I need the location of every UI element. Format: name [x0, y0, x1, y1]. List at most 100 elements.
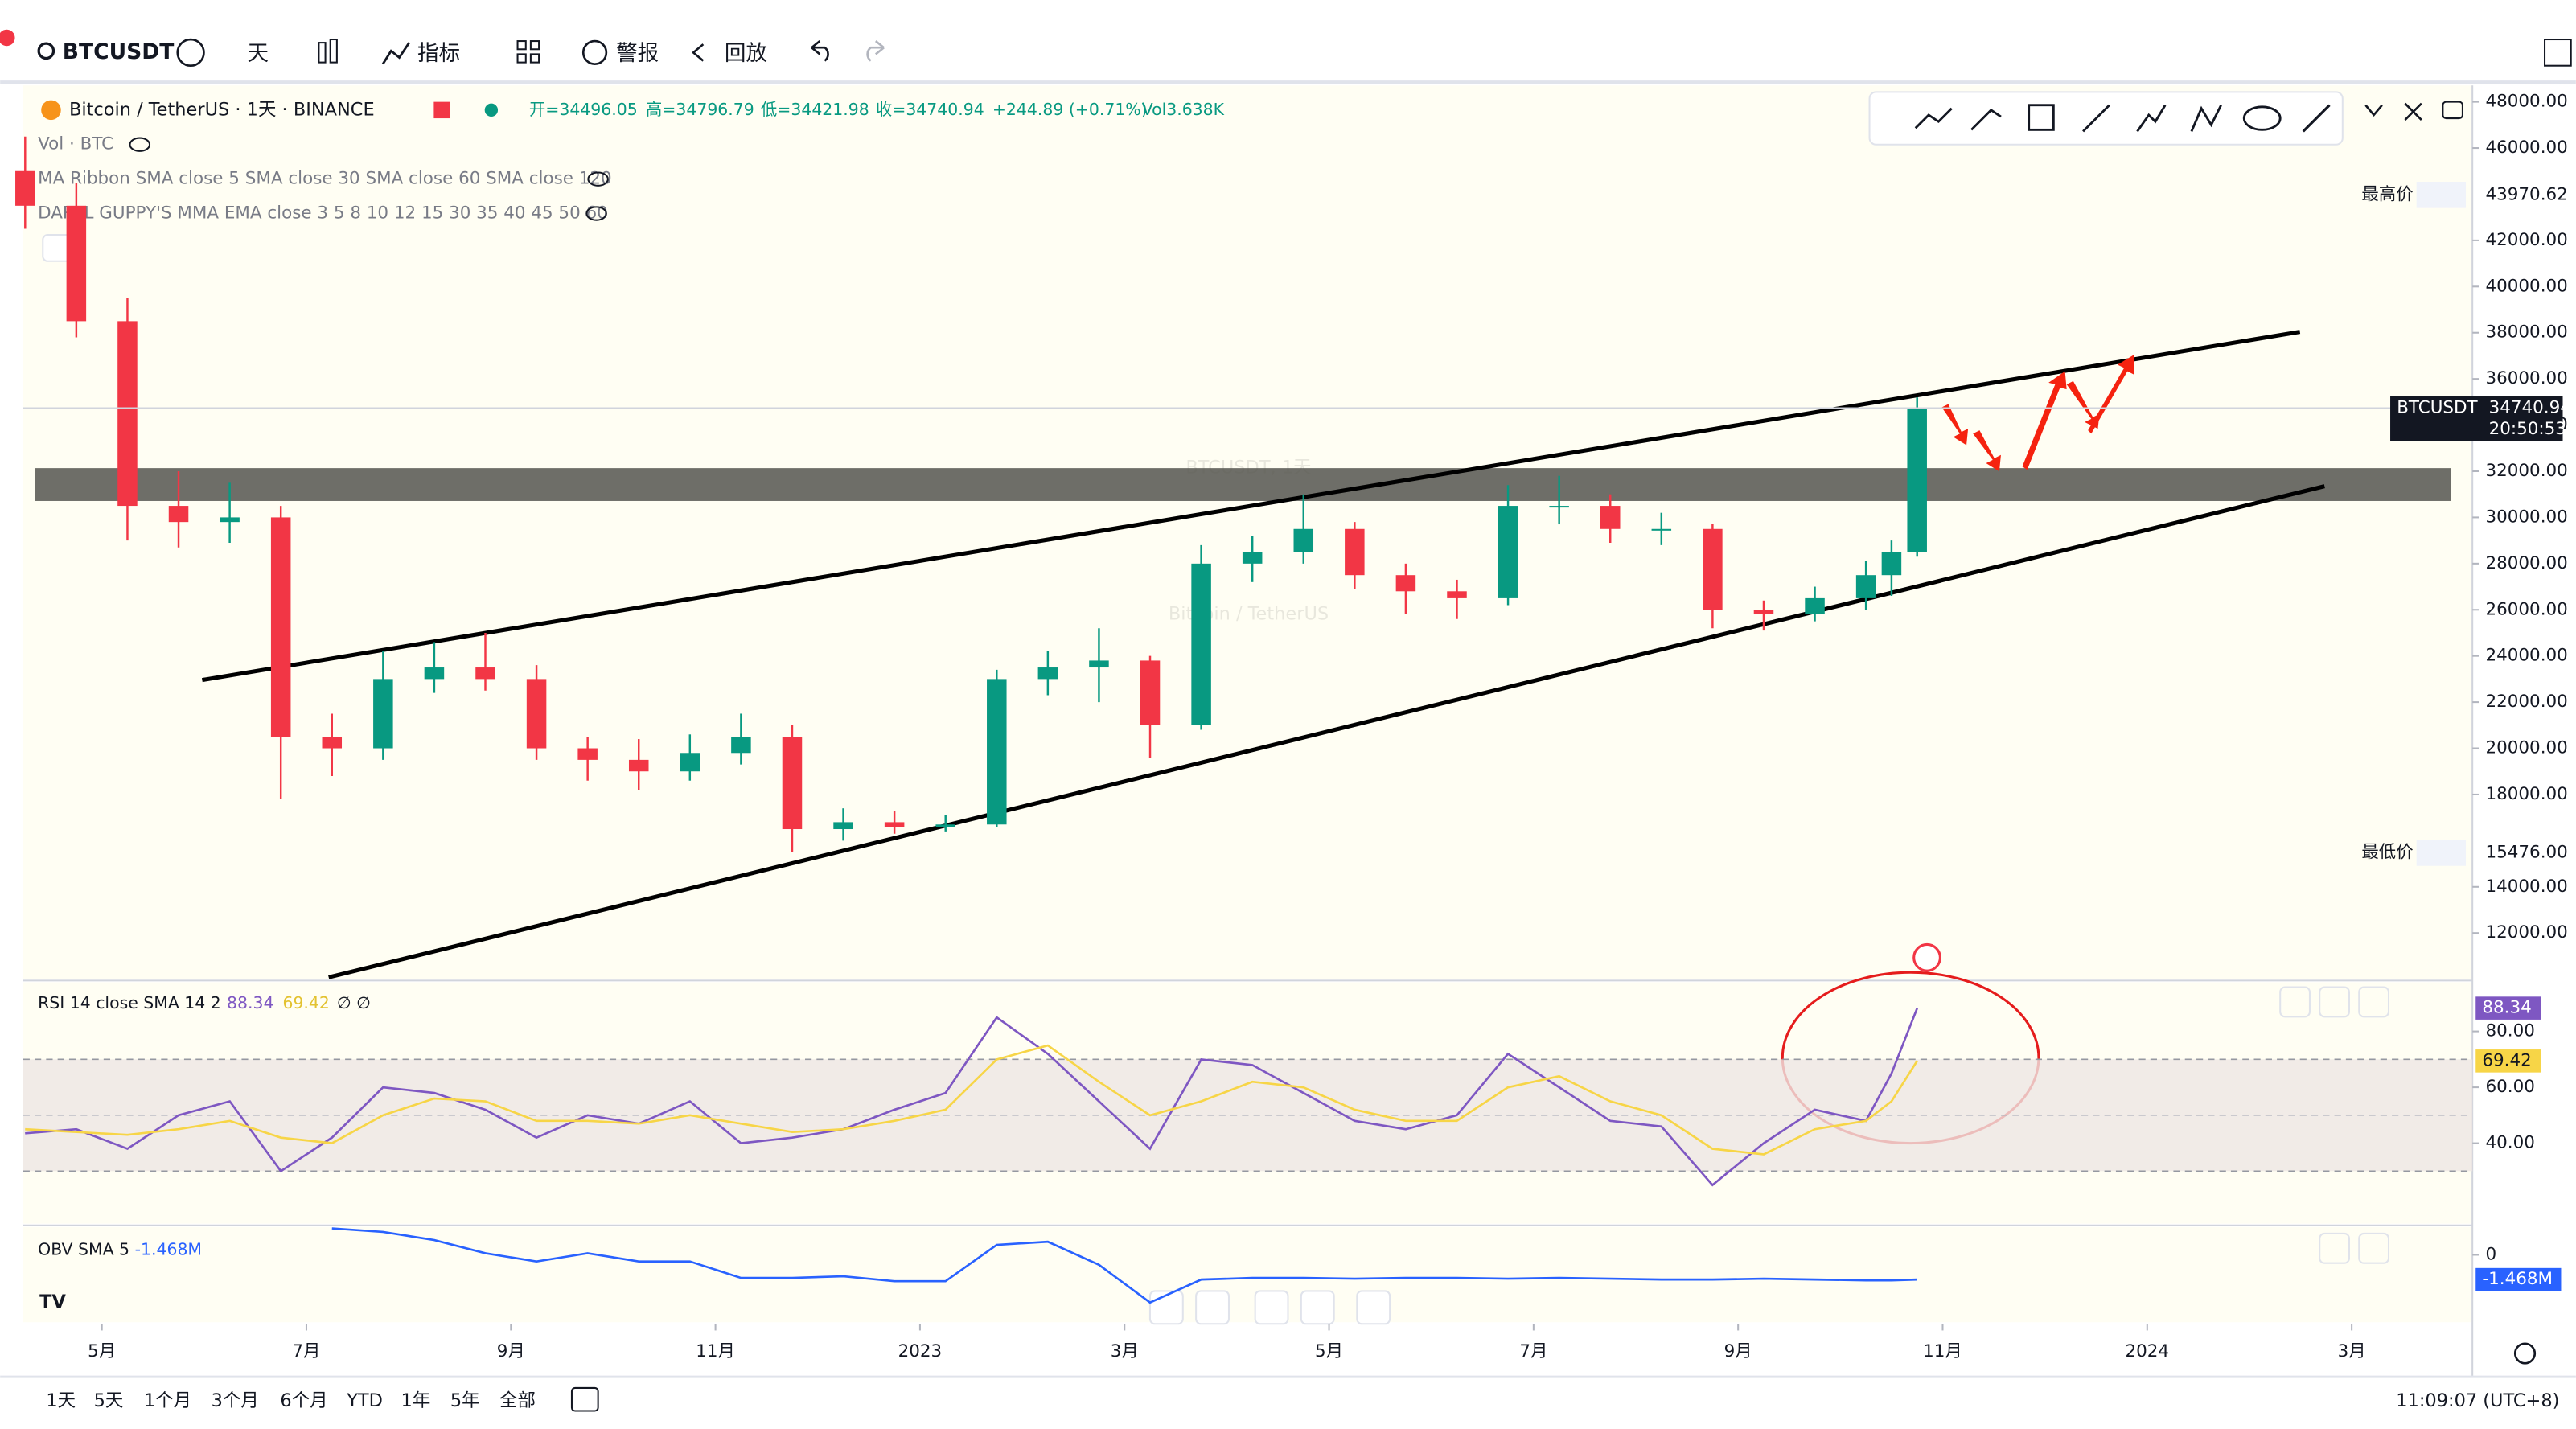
- y-tick-label: 48000.00: [2486, 92, 2568, 112]
- range-button[interactable]: 6个月: [280, 1390, 327, 1411]
- alert-icon[interactable]: [581, 39, 608, 65]
- tool-icon[interactable]: [2136, 104, 2167, 133]
- candle-body: [15, 170, 35, 206]
- range-button[interactable]: 5年: [450, 1390, 480, 1411]
- x-tick-label: 2023: [898, 1341, 943, 1361]
- x-tick-label: 3月: [1111, 1341, 1139, 1361]
- indicator-label[interactable]: Vol · BTC: [38, 134, 113, 154]
- scroll-right-button[interactable]: [1300, 1290, 1335, 1325]
- last-price-symbol: BTCUSDT: [2397, 397, 2478, 417]
- range-button[interactable]: 1年: [401, 1390, 431, 1411]
- candle-body: [884, 822, 905, 827]
- range-button[interactable]: 5天: [94, 1390, 124, 1411]
- candle-body: [1881, 552, 1902, 576]
- redo-button[interactable]: [866, 40, 885, 62]
- hidden-icon[interactable]: [585, 206, 607, 221]
- candle-body: [1907, 408, 1927, 552]
- last-price-bg: [2390, 396, 2563, 441]
- pane-button[interactable]: [2404, 102, 2422, 121]
- event-icon[interactable]: [1912, 942, 1941, 972]
- chart-type-button[interactable]: [329, 38, 338, 64]
- move-up-button[interactable]: [2319, 1232, 2350, 1264]
- resistance-zone[interactable]: [35, 468, 2451, 501]
- tool-icon[interactable]: [2190, 105, 2222, 132]
- window-button[interactable]: [2544, 38, 2572, 67]
- y-tick-label: 30000.00: [2486, 507, 2568, 527]
- settings-button[interactable]: [2513, 1342, 2537, 1365]
- tool-icon[interactable]: [1914, 107, 1953, 129]
- candle-body: [1037, 667, 1058, 680]
- undo-button[interactable]: [811, 40, 829, 62]
- move-up-button[interactable]: [2279, 986, 2311, 1018]
- open-value: 开=34496.05: [529, 100, 638, 119]
- tool-icon[interactable]: [2242, 105, 2282, 131]
- zoom-in-button[interactable]: [1195, 1290, 1230, 1325]
- y-tick-label: 60.00: [2486, 1077, 2535, 1097]
- range-button[interactable]: 1个月: [144, 1390, 191, 1411]
- clock[interactable]: 11:09:07 (UTC+8): [2396, 1390, 2559, 1411]
- indicator-line: [25, 1044, 1918, 1156]
- range-button[interactable]: 3个月: [212, 1390, 259, 1411]
- tradingview-logo: TV: [39, 1291, 66, 1312]
- range-button[interactable]: 全部: [499, 1390, 536, 1411]
- y-tick-label: 20000.00: [2486, 738, 2568, 758]
- y-tick-label: 42000.00: [2486, 230, 2568, 250]
- tool-icon[interactable]: [2302, 104, 2331, 133]
- indicator-label[interactable]: MA Ribbon SMA close 5 SMA close 30 SMA c…: [38, 169, 612, 189]
- range-button[interactable]: YTD: [346, 1390, 383, 1411]
- move-down-button[interactable]: [2319, 986, 2350, 1018]
- y-tick-label: 36000.00: [2486, 368, 2568, 388]
- flag-icon[interactable]: [433, 101, 450, 119]
- compare-button[interactable]: [176, 38, 205, 68]
- hidden-icon[interactable]: [129, 137, 151, 152]
- layout-button[interactable]: [529, 53, 540, 64]
- pane-button[interactable]: [2442, 101, 2463, 120]
- tool-icon[interactable]: [2028, 104, 2055, 131]
- candle-body: [1140, 660, 1161, 725]
- reset-button[interactable]: [1356, 1290, 1391, 1325]
- candle-body: [1498, 506, 1518, 598]
- y-tick-label: 26000.00: [2486, 599, 2568, 619]
- indicator-label[interactable]: DARYL GUPPY'S MMA EMA close 3 5 8 10 12 …: [38, 203, 608, 224]
- low-value: 低=34421.98: [761, 100, 869, 119]
- y-tick-label: 40000.00: [2486, 276, 2568, 296]
- layout-button[interactable]: [529, 40, 540, 51]
- trend-line[interactable]: [328, 484, 2325, 979]
- alert-button[interactable]: 警报: [616, 41, 659, 66]
- change-value: +244.89 (+0.71%): [992, 100, 1148, 119]
- trend-line[interactable]: [201, 330, 2301, 683]
- last-value-tag: -1.468M: [2482, 1269, 2553, 1289]
- symbol-search[interactable]: BTCUSDT: [63, 39, 175, 64]
- candle-body: [1447, 591, 1467, 598]
- x-tick-label: 3月: [2338, 1341, 2366, 1361]
- candle-body: [270, 517, 291, 737]
- arrow: [2088, 355, 2134, 434]
- indicators-button[interactable]: 指标: [417, 41, 460, 66]
- last-value-tag: 88.34: [2482, 998, 2531, 1018]
- layout-button[interactable]: [516, 53, 527, 64]
- date-range-button[interactable]: [570, 1386, 599, 1412]
- indicator-icon[interactable]: [381, 42, 410, 65]
- candle-body: [1395, 575, 1416, 592]
- high-value: 高=34796.79: [646, 100, 754, 119]
- scroll-left-button[interactable]: [1254, 1290, 1289, 1325]
- layout-button[interactable]: [516, 40, 527, 51]
- close-pane-button[interactable]: [2358, 986, 2390, 1018]
- last-value-tag: 69.42: [2482, 1050, 2531, 1070]
- chart-type-button[interactable]: [318, 42, 327, 64]
- close-pane-button[interactable]: [2358, 1232, 2390, 1264]
- arrow: [1941, 404, 1969, 446]
- candle-body: [220, 517, 240, 523]
- replay-button[interactable]: 回放: [725, 41, 767, 66]
- range-button[interactable]: 1天: [46, 1390, 76, 1411]
- forecast-arrows: [1941, 355, 2134, 472]
- tool-icon[interactable]: [2082, 104, 2110, 133]
- search-icon[interactable]: [37, 42, 55, 60]
- tool-icon[interactable]: [1970, 109, 2002, 131]
- replay-icon[interactable]: [692, 43, 705, 62]
- pane-button[interactable]: [2364, 104, 2383, 117]
- x-tick-label: 7月: [292, 1341, 320, 1361]
- interval-button[interactable]: 天: [248, 41, 269, 66]
- hidden-icon[interactable]: [587, 171, 609, 187]
- y-tick-label: 22000.00: [2486, 692, 2568, 712]
